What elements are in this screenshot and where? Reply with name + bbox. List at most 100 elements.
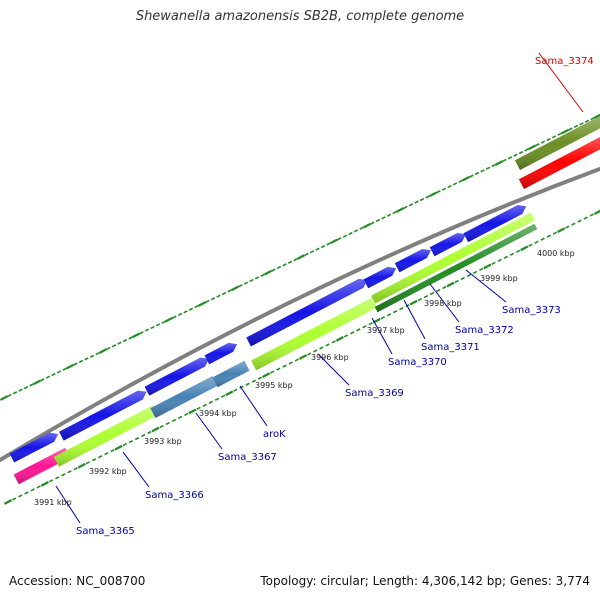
outer-tick bbox=[29, 383, 34, 387]
outer-tick bbox=[144, 328, 150, 332]
inner-tick bbox=[565, 225, 570, 229]
inner-tick bbox=[446, 281, 455, 288]
inner-tick bbox=[307, 352, 312, 356]
gene-label: Sama_3374 bbox=[535, 56, 594, 67]
inner-tick bbox=[165, 421, 170, 426]
outer-tick bbox=[95, 351, 100, 356]
feature-tracks bbox=[9, 116, 600, 485]
inner-tick bbox=[509, 252, 515, 256]
outer-tick bbox=[65, 363, 75, 370]
inner-tick bbox=[61, 473, 66, 477]
outer-tick bbox=[452, 182, 458, 186]
inner-tick bbox=[503, 255, 508, 259]
outer-tick bbox=[304, 252, 309, 257]
inner-tick bbox=[319, 346, 324, 350]
inner-tick bbox=[134, 436, 140, 441]
outer-tick bbox=[458, 179, 463, 183]
outer-tick bbox=[117, 341, 122, 345]
inner-tick bbox=[577, 219, 582, 223]
outer-tick bbox=[227, 289, 232, 293]
inner-tick bbox=[380, 316, 386, 320]
gene-label: aroK bbox=[263, 429, 286, 440]
outer-tick bbox=[573, 124, 579, 129]
inner-tick bbox=[466, 273, 472, 278]
outer-tick bbox=[89, 354, 95, 358]
outer-tick bbox=[524, 148, 529, 152]
inner-tick bbox=[55, 476, 60, 480]
inner-tick bbox=[429, 291, 435, 296]
outer-tick bbox=[210, 297, 216, 301]
inner-tick bbox=[298, 354, 308, 360]
outer-tick bbox=[546, 137, 551, 142]
outer-tick bbox=[287, 260, 293, 264]
inner-tick bbox=[442, 285, 447, 290]
outer-tick bbox=[188, 307, 194, 311]
inner-tick bbox=[313, 349, 318, 353]
gene-callout-line bbox=[239, 385, 268, 427]
outer-tick bbox=[593, 113, 600, 119]
outer-tick bbox=[507, 156, 513, 160]
outer-tick bbox=[128, 336, 133, 340]
gene-callout-line bbox=[371, 317, 393, 355]
inner-tick bbox=[36, 485, 41, 489]
outer-tick bbox=[254, 276, 260, 280]
outer-tick bbox=[436, 190, 441, 194]
outer-tick bbox=[183, 310, 188, 314]
inner-tick bbox=[583, 216, 588, 220]
inner-tick bbox=[122, 442, 127, 447]
inner-tick bbox=[589, 213, 594, 217]
outer-tick bbox=[161, 320, 166, 324]
outer-tick bbox=[392, 210, 397, 215]
outer-tick bbox=[469, 174, 474, 178]
tick-label: 3996 kbp bbox=[311, 353, 349, 362]
cds-forward-feature bbox=[463, 205, 527, 243]
inner-tick bbox=[515, 249, 521, 253]
outer-ticks bbox=[0, 113, 600, 401]
inner-tick bbox=[147, 430, 152, 435]
outer-tick bbox=[485, 166, 491, 170]
outer-tick bbox=[56, 370, 62, 374]
inner-tick bbox=[491, 261, 496, 265]
outer-tick bbox=[238, 284, 243, 288]
outer-tick bbox=[293, 257, 298, 262]
tick-label: 3997 kbp bbox=[367, 326, 405, 335]
outer-tick bbox=[348, 231, 353, 236]
inner-tick bbox=[520, 245, 529, 252]
outer-tick bbox=[584, 119, 590, 123]
outer-tick bbox=[221, 291, 227, 296]
outer-tick bbox=[177, 312, 183, 317]
tick-label: 4000 kbp bbox=[537, 249, 575, 258]
inner-tick bbox=[497, 258, 502, 262]
cds-forward-feature bbox=[429, 233, 466, 257]
outer-tick bbox=[12, 391, 18, 395]
inner-tick bbox=[386, 313, 392, 317]
outer-tick bbox=[370, 221, 375, 225]
outer-tick bbox=[359, 226, 364, 230]
outer-tick bbox=[309, 250, 315, 254]
outer-tick bbox=[447, 184, 452, 189]
outer-tick bbox=[131, 332, 141, 339]
outer-tick bbox=[494, 160, 504, 166]
inner-tick bbox=[208, 400, 213, 404]
outer-tick bbox=[32, 379, 42, 386]
outer-tick bbox=[98, 348, 108, 354]
inner-tick bbox=[483, 263, 492, 270]
outer-tick bbox=[23, 385, 29, 390]
inner-tick bbox=[343, 334, 349, 338]
inner-tick bbox=[276, 367, 281, 371]
outer-tick bbox=[249, 278, 254, 283]
outer-tick bbox=[491, 163, 496, 168]
outer-tick bbox=[205, 299, 210, 304]
outer-tick bbox=[62, 367, 67, 371]
inner-tick bbox=[151, 426, 160, 433]
outer-tick bbox=[197, 301, 207, 307]
gene-label: Sama_3367 bbox=[218, 452, 277, 463]
cds-reverse-feature bbox=[518, 137, 600, 189]
inner-tick bbox=[171, 418, 177, 423]
outer-tick bbox=[78, 359, 84, 364]
outer-tick bbox=[568, 127, 573, 131]
inner-tick bbox=[85, 461, 91, 465]
outer-tick bbox=[353, 229, 359, 233]
inner-tick bbox=[423, 294, 429, 299]
